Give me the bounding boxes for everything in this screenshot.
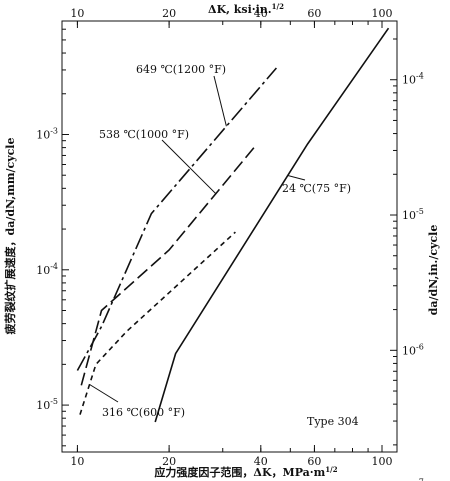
- bottom-axis-title: 应力强度因子范围，ΔK，MPa·m1/2: [154, 465, 337, 479]
- series-label-649c: 649 ℃(1200 °F): [136, 63, 226, 76]
- top-tick-label: 10: [70, 7, 84, 20]
- top-tick-label: 100: [372, 7, 393, 20]
- bottom-tick-label: 10: [70, 455, 84, 468]
- top-axis: 10 20 40 60 100: [70, 7, 393, 28]
- plot-frame: [61, 20, 398, 453]
- bottom-tick-label: 100: [372, 455, 393, 468]
- leader-layer: [89, 75, 306, 403]
- right-tick-label: 10-4: [402, 72, 424, 87]
- series-label-538c: 538 ℃(1000 °F): [99, 128, 189, 141]
- leader-24c: [287, 175, 306, 181]
- top-tick-label: 20: [162, 7, 176, 20]
- series-layer: [76, 27, 390, 423]
- series-label-24c: 24 ℃(75 °F): [282, 182, 351, 195]
- left-axis-title: 疲劳裂纹扩展速度，da/dN,mm/cycle: [3, 138, 17, 335]
- right-axis-title: da/dN,in./cycle: [427, 225, 440, 316]
- top-tick-label: 40: [254, 7, 268, 20]
- left-tick-label: 10-3: [36, 126, 58, 141]
- leader-538c: [161, 139, 217, 195]
- leader-316c: [89, 384, 119, 403]
- series-label-316c: 316 ℃(600 °F): [102, 406, 185, 419]
- right-tick-label: 10-5: [402, 207, 424, 222]
- series-line-4: [154, 27, 390, 423]
- left-axis: 10-5 10-4 10-3: [36, 28, 69, 447]
- right-tick-label: 10-6: [402, 342, 424, 357]
- right-axis: 10-7 10-6 10-5 10-4: [390, 38, 424, 481]
- bottom-axis: 10 20 40 60 100: [70, 445, 393, 468]
- bottom-tick-label: 40: [254, 455, 268, 468]
- bottom-tick-label: 20: [162, 455, 176, 468]
- series-line-2: [80, 147, 255, 386]
- material-annotation: Type 304: [307, 415, 359, 428]
- left-tick-label: 10-5: [36, 397, 58, 412]
- top-axis-title: ΔK, ksi·in.1/2: [208, 2, 284, 16]
- top-tick-label: 60: [307, 7, 321, 20]
- series-line-3: [79, 231, 236, 415]
- leader-649c: [213, 75, 227, 127]
- left-tick-label: 10-4: [36, 262, 58, 277]
- series-line-1: [76, 67, 278, 371]
- right-tick-label: 10-7: [402, 478, 424, 481]
- bottom-tick-label: 60: [307, 455, 321, 468]
